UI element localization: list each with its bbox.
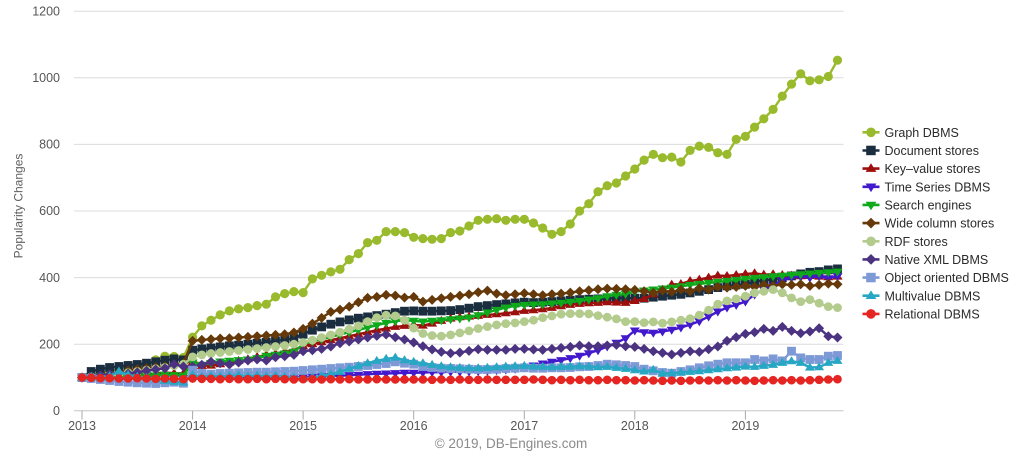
svg-text:0: 0 [53, 404, 60, 418]
svg-text:2019: 2019 [731, 419, 759, 433]
svg-text:Relational DBMS: Relational DBMS [885, 308, 980, 322]
svg-text:2014: 2014 [179, 419, 207, 433]
svg-text:200: 200 [39, 337, 60, 351]
svg-text:800: 800 [39, 138, 60, 152]
svg-text:Multivalue DBMS: Multivalue DBMS [885, 289, 981, 303]
svg-text:2016: 2016 [400, 419, 428, 433]
svg-text:Search engines: Search engines [885, 199, 972, 213]
svg-text:Object oriented DBMS: Object oriented DBMS [885, 271, 1009, 285]
svg-text:Document stores: Document stores [885, 144, 979, 158]
svg-text:© 2019, DB-Engines.com: © 2019, DB-Engines.com [435, 436, 588, 451]
svg-text:Time Series DBMS: Time Series DBMS [885, 180, 991, 194]
svg-text:Popularity Changes: Popularity Changes [12, 154, 26, 259]
svg-text:2013: 2013 [68, 419, 96, 433]
svg-text:Native XML DBMS: Native XML DBMS [885, 253, 989, 267]
svg-text:1000: 1000 [32, 71, 60, 85]
svg-text:Key–value stores: Key–value stores [885, 162, 981, 176]
svg-text:Graph DBMS: Graph DBMS [885, 126, 959, 140]
svg-text:Wide column stores: Wide column stores [885, 217, 995, 231]
svg-text:RDF stores: RDF stores [885, 235, 948, 249]
svg-text:2018: 2018 [621, 419, 649, 433]
svg-text:400: 400 [39, 271, 60, 285]
svg-text:2015: 2015 [289, 419, 317, 433]
svg-text:600: 600 [39, 204, 60, 218]
svg-text:1200: 1200 [32, 4, 60, 18]
svg-text:2017: 2017 [510, 419, 538, 433]
